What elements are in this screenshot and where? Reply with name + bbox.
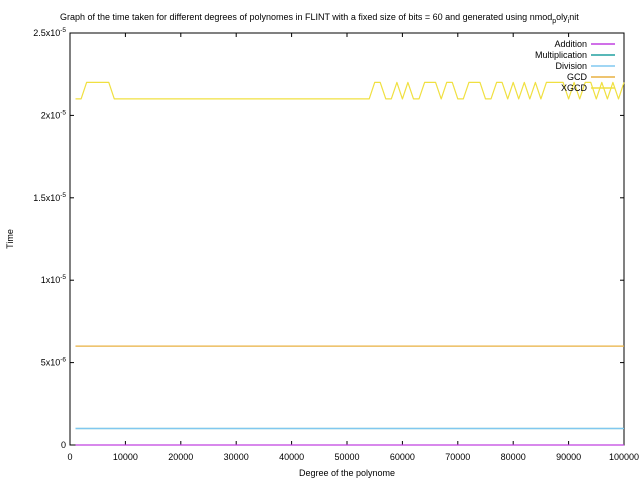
x-tick-label: 50000: [334, 452, 359, 462]
plot-border: [69, 32, 625, 446]
series-line-xgcd: [75, 81, 625, 100]
y-tick-label: 1.5x10-5: [33, 192, 66, 203]
x-tick-label: 0: [67, 452, 72, 462]
x-tick-label: 90000: [556, 452, 581, 462]
y-tick-mantissa: 2x10: [41, 110, 61, 120]
y-tick-mantissa: 1x10: [41, 275, 61, 285]
x-tick-label: 40000: [279, 452, 304, 462]
y-axis-label: Time: [5, 229, 15, 249]
y-tick-label: 2.5x10-5: [33, 27, 66, 38]
axes: 0 10000 20000 30000 40000 50000 60000 70000 8000…: [33, 27, 639, 462]
y-tick-exponent: -5: [60, 109, 66, 116]
legend-label: GCD: [567, 72, 588, 82]
legend-label: Multiplication: [535, 50, 587, 60]
x-tick-label: 10000: [113, 452, 138, 462]
y-tick-exponent: -5: [60, 192, 66, 199]
y-tick-label: 0: [61, 440, 66, 450]
y-tick-exponent: -5: [60, 274, 66, 281]
legend-label: XGCD: [561, 83, 588, 93]
x-tick-label: 60000: [390, 452, 415, 462]
series-lines: [75, 81, 625, 446]
y-tick-label: 2x10-5: [41, 109, 67, 120]
y-tick-mantissa: 2.5x10: [33, 28, 60, 38]
x-tick-label: 70000: [445, 452, 470, 462]
y-tick-mantissa: 5x10: [41, 358, 61, 368]
y-tick-exponent: -5: [60, 27, 66, 34]
y-tick-mantissa: 1.5x10: [33, 193, 60, 203]
x-tick-label: 30000: [224, 452, 249, 462]
x-tick-label: 100000: [609, 452, 639, 462]
chart-title: Graph of the time taken for different de…: [60, 12, 579, 25]
x-tick-label: 80000: [501, 452, 526, 462]
x-tick-label: 20000: [168, 452, 193, 462]
y-tick-exponent: -6: [60, 357, 66, 364]
legend-label: Division: [555, 61, 587, 71]
y-tick-label: 5x10-6: [41, 357, 67, 368]
y-tick-mantissa: 0: [61, 440, 66, 450]
legend-label: Addition: [554, 39, 587, 49]
x-axis-label: Degree of the polynome: [299, 468, 395, 478]
y-tick-label: 1x10-5: [41, 274, 67, 285]
